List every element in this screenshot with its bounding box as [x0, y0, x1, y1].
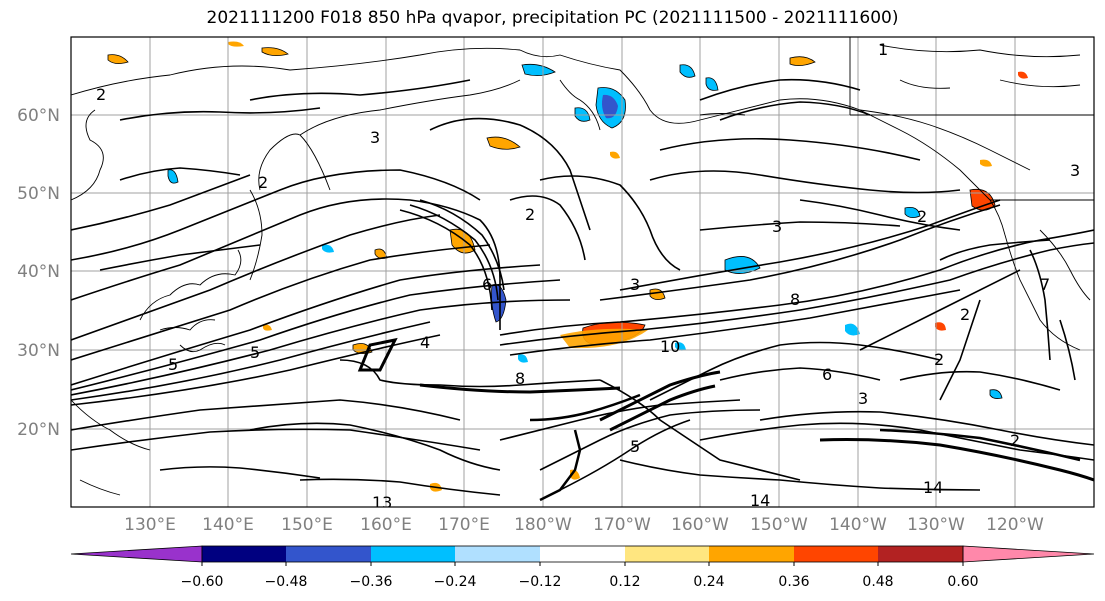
contour-label: 14 [750, 491, 770, 510]
contour-label: 1 [878, 40, 888, 59]
contour-label: 14 [923, 478, 943, 497]
contour-label: 6 [822, 365, 832, 384]
lat-axis: 60°N 50°N 40°N 30°N 20°N [17, 106, 60, 440]
contour-label: 2 [525, 205, 535, 224]
contour-label: 5 [630, 437, 640, 456]
lon-label: 130°E [124, 515, 176, 535]
lat-label: 20°N [17, 420, 60, 440]
lon-label: 170°E [438, 515, 490, 535]
contour-label: 5 [168, 355, 178, 374]
coastlines [71, 37, 1094, 496]
contour-label: 2 [96, 85, 106, 104]
lat-label: 30°N [17, 341, 60, 361]
contour-label: 3 [772, 217, 782, 236]
lon-label: 180°W [514, 515, 572, 535]
contour-label: 3 [630, 275, 640, 294]
lon-axis: 130°E 140°E 150°E 160°E 170°E 180°W 170°… [124, 515, 1044, 535]
map-background [71, 37, 1094, 507]
contour-label: 2 [934, 350, 944, 369]
contour-label: 4 [420, 333, 430, 352]
contour-label: 2 [917, 207, 927, 226]
lon-label: 120°W [986, 515, 1044, 535]
lat-label: 50°N [17, 184, 60, 204]
contour-label: 5 [250, 343, 260, 362]
lon-label: 140°E [202, 515, 254, 535]
contour-label: 13 [372, 493, 392, 512]
contour-label: 3 [1070, 161, 1080, 180]
shaded-precipitation-anomalies [107, 41, 1028, 492]
map-title: 2021111200 F018 850 hPa qvapor, precipit… [206, 8, 899, 28]
lon-label: 150°E [281, 515, 333, 535]
contour-label: 7 [1040, 275, 1050, 294]
contour-label: 8 [515, 369, 525, 388]
contour-label: 10 [660, 337, 680, 356]
lon-label: 130°W [907, 515, 965, 535]
lon-label: 160°E [360, 515, 412, 535]
contour-label: 6 [482, 275, 492, 294]
contour-label: 8 [790, 290, 800, 309]
lon-label: 150°W [750, 515, 808, 535]
lon-label: 170°W [593, 515, 651, 535]
contour-label: 3 [858, 389, 868, 408]
contour-label: 2 [258, 173, 268, 192]
lon-label: 140°W [829, 515, 887, 535]
contour-label: 2 [1010, 431, 1020, 450]
lon-label: 160°W [671, 515, 729, 535]
contour-label: 2 [960, 305, 970, 324]
qvapor-contours [71, 78, 1094, 502]
contour-label: 3 [370, 128, 380, 147]
contour-labels: 1 2 3 2 3 2 5 3 6 10 8 13 14 14 2 3 8 5 … [96, 40, 1080, 512]
lat-label: 60°N [17, 106, 60, 126]
map-frame [70, 36, 1095, 508]
lat-label: 40°N [17, 262, 60, 282]
